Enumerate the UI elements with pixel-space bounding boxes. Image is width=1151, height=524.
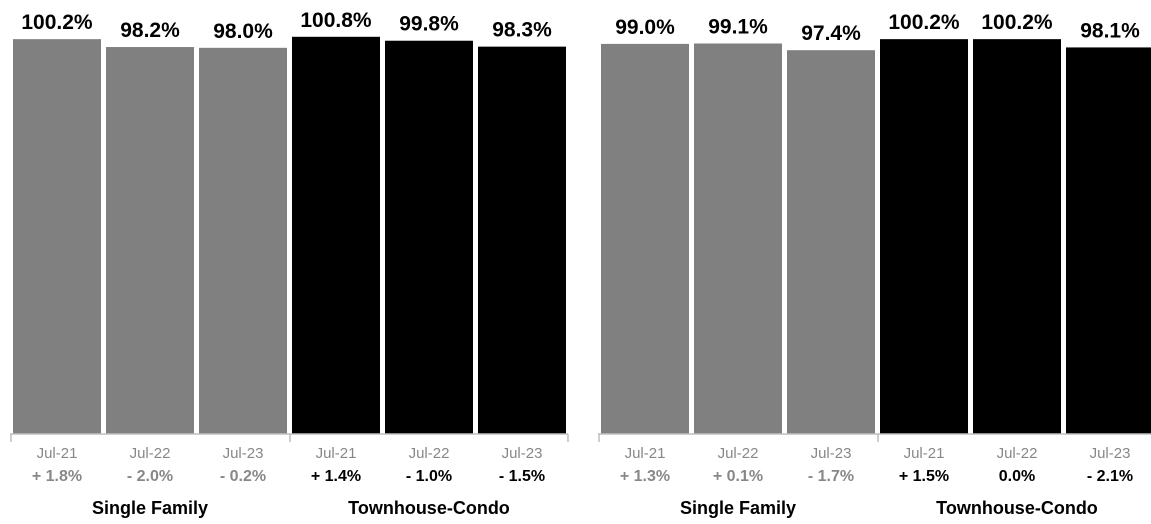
data-label: 99.0% bbox=[615, 16, 675, 39]
data-label: 97.4% bbox=[801, 22, 861, 45]
x-tick-label: Jul-21 bbox=[37, 445, 78, 462]
bar bbox=[601, 43, 689, 434]
chart-panel-1: 100.2% Jul-21 + 1.8% 98.2% Jul-22 - 2.0% 98.0%… bbox=[10, 9, 569, 518]
data-label: 100.2% bbox=[888, 11, 960, 34]
bar bbox=[385, 40, 473, 435]
bar bbox=[787, 50, 875, 435]
x-tick-label: Jul-23 bbox=[811, 445, 852, 462]
bar bbox=[973, 39, 1061, 435]
x-tick-label: Jul-22 bbox=[997, 445, 1038, 462]
x-tick-label: Jul-23 bbox=[223, 445, 264, 462]
bar bbox=[694, 43, 782, 435]
data-label: 99.1% bbox=[708, 15, 768, 38]
group-label: Single Family bbox=[92, 498, 208, 518]
bar bbox=[199, 47, 287, 435]
data-label: 100.2% bbox=[981, 11, 1053, 34]
x-tick-label: Jul-22 bbox=[130, 445, 171, 462]
change-label: - 0.2% bbox=[220, 468, 266, 485]
change-label: 0.0% bbox=[999, 468, 1035, 485]
x-tick-label: Jul-23 bbox=[1090, 445, 1131, 462]
change-label: - 2.0% bbox=[127, 468, 173, 485]
bar bbox=[13, 39, 101, 435]
change-label: + 1.5% bbox=[899, 468, 949, 485]
group-label: Townhouse-Condo bbox=[936, 498, 1098, 518]
x-tick-label: Jul-23 bbox=[502, 445, 543, 462]
bar bbox=[880, 39, 968, 435]
bar bbox=[478, 46, 566, 435]
change-label: + 1.3% bbox=[620, 468, 670, 485]
x-tick-label: Jul-22 bbox=[718, 445, 759, 462]
data-label: 98.0% bbox=[213, 20, 273, 43]
change-label: - 2.1% bbox=[1087, 468, 1133, 485]
change-label: - 1.0% bbox=[406, 468, 452, 485]
x-tick-label: Jul-21 bbox=[625, 445, 666, 462]
data-label: 98.3% bbox=[492, 19, 552, 42]
data-label: 99.8% bbox=[399, 13, 459, 36]
data-label: 100.8% bbox=[300, 9, 372, 32]
data-label: 98.1% bbox=[1080, 19, 1140, 42]
change-label: + 1.4% bbox=[311, 468, 361, 485]
x-tick-label: Jul-22 bbox=[409, 445, 450, 462]
change-label: - 1.7% bbox=[808, 468, 854, 485]
chart-panel-2: 99.0% Jul-21 + 1.3% 99.1% Jul-22 + 0.1% 97.4% J… bbox=[598, 11, 1151, 518]
x-tick-label: Jul-21 bbox=[904, 445, 945, 462]
x-tick-label: Jul-21 bbox=[316, 445, 357, 462]
change-label: - 1.5% bbox=[499, 468, 545, 485]
bar bbox=[292, 36, 380, 435]
data-label: 98.2% bbox=[120, 19, 180, 42]
group-label: Townhouse-Condo bbox=[348, 498, 510, 518]
group-label: Single Family bbox=[680, 498, 796, 518]
bar bbox=[106, 47, 194, 435]
bar bbox=[1066, 47, 1151, 434]
data-label: 100.2% bbox=[21, 11, 93, 34]
change-label: + 0.1% bbox=[713, 468, 763, 485]
change-label: + 1.8% bbox=[32, 468, 82, 485]
